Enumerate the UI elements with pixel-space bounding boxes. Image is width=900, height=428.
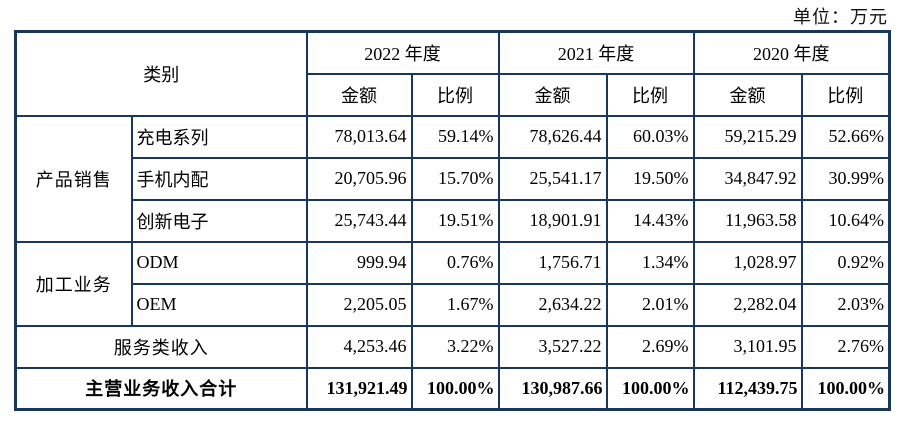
- value-cell: 78,626.44: [497, 114, 608, 159]
- value-cell: 4,253.46: [305, 324, 413, 369]
- year-header-2022: 2022 年度: [305, 30, 500, 75]
- amount-header-2022: 金额: [305, 72, 413, 117]
- value-cell: 100.00%: [410, 366, 500, 411]
- row-label: ODM: [130, 240, 308, 285]
- unit-label: 单位：万元: [793, 7, 888, 27]
- value-cell: 60.03%: [605, 114, 695, 159]
- header-row-years: 类别 2022 年度 2021 年度 2020 年度: [14, 30, 891, 117]
- group-cell-processing: 加工业务: [14, 240, 133, 327]
- value-cell: 2,282.04: [692, 282, 803, 327]
- value-cell: 1,028.97: [692, 240, 803, 285]
- value-cell: 25,743.44: [305, 198, 413, 243]
- ratio-header-2022: 比例: [410, 72, 500, 117]
- value-cell: 30.99%: [800, 156, 891, 201]
- value-cell: 78,013.64: [305, 114, 413, 159]
- value-cell: 2.76%: [800, 324, 891, 369]
- table-row: 手机内配 20,705.96 15.70% 25,541.17 19.50% 3…: [16, 156, 891, 201]
- group-cell-product-sales: 产品销售: [14, 114, 133, 243]
- value-cell: 19.50%: [605, 156, 695, 201]
- value-cell: 3.22%: [410, 324, 500, 369]
- value-cell: 2.01%: [605, 282, 695, 327]
- value-cell: 1.67%: [410, 282, 500, 327]
- value-cell: 2.69%: [605, 324, 695, 369]
- value-cell: 2.03%: [800, 282, 891, 327]
- value-cell: 130,987.66: [497, 366, 608, 411]
- row-label: 创新电子: [130, 198, 308, 243]
- row-label: OEM: [130, 282, 308, 327]
- table-row: OEM 2,205.05 1.67% 2,634.22 2.01% 2,282.…: [16, 282, 891, 327]
- value-cell: 3,527.22: [497, 324, 608, 369]
- value-cell: 11,963.58: [692, 198, 803, 243]
- value-cell: 19.51%: [410, 198, 500, 243]
- value-cell: 3,101.95: [692, 324, 803, 369]
- value-cell: 2,634.22: [497, 282, 608, 327]
- table-row: 创新电子 25,743.44 19.51% 18,901.91 14.43% 1…: [16, 198, 891, 243]
- year-header-2021: 2021 年度: [497, 30, 695, 75]
- amount-header-2020: 金额: [692, 72, 803, 117]
- row-label: 手机内配: [130, 156, 308, 201]
- value-cell: 112,439.75: [692, 366, 803, 411]
- ratio-header-2020: 比例: [800, 72, 891, 117]
- value-cell: 15.70%: [410, 156, 500, 201]
- value-cell: 10.64%: [800, 198, 891, 243]
- value-cell: 0.76%: [410, 240, 500, 285]
- value-cell: 131,921.49: [305, 366, 413, 411]
- year-header-2020: 2020 年度: [692, 30, 891, 75]
- value-cell: 59,215.29: [692, 114, 803, 159]
- value-cell: 1,756.71: [497, 240, 608, 285]
- value-cell: 100.00%: [605, 366, 695, 411]
- table-row: 服务类收入 4,253.46 3.22% 3,527.22 2.69% 3,10…: [14, 324, 891, 369]
- value-cell: 0.92%: [800, 240, 891, 285]
- value-cell: 2,205.05: [305, 282, 413, 327]
- header-row-subcolumns: 金额 比例 金额 比例 金额 比例: [16, 72, 891, 117]
- total-row-label: 主营业务收入合计: [14, 366, 308, 411]
- value-cell: 20,705.96: [305, 156, 413, 201]
- table-row: 产品销售 充电系列 78,013.64 59.14% 78,626.44 60.…: [14, 114, 891, 243]
- value-cell: 59.14%: [410, 114, 500, 159]
- value-cell: 25,541.17: [497, 156, 608, 201]
- value-cell: 14.43%: [605, 198, 695, 243]
- amount-header-2021: 金额: [497, 72, 608, 117]
- revenue-table: 类别 2022 年度 2021 年度 2020 年度 金额 比例 金额 比例 金…: [14, 30, 891, 411]
- value-cell: 1.34%: [605, 240, 695, 285]
- ratio-header-2021: 比例: [605, 72, 695, 117]
- table-row: 加工业务 ODM 999.94 0.76% 1,756.71 1.34% 1,0…: [14, 240, 891, 327]
- value-cell: 52.66%: [800, 114, 891, 159]
- value-cell: 999.94: [305, 240, 413, 285]
- value-cell: 100.00%: [800, 366, 891, 411]
- row-label: 充电系列: [130, 114, 308, 159]
- value-cell: 34,847.92: [692, 156, 803, 201]
- row-label-service-income: 服务类收入: [14, 324, 308, 369]
- value-cell: 18,901.91: [497, 198, 608, 243]
- category-header: 类别: [14, 30, 308, 117]
- total-row: 主营业务收入合计 131,921.49 100.00% 130,987.66 1…: [14, 366, 891, 411]
